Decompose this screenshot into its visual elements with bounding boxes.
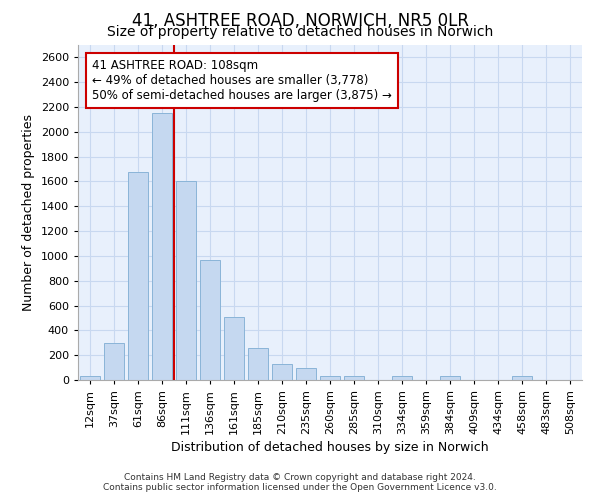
Text: Contains HM Land Registry data © Crown copyright and database right 2024.
Contai: Contains HM Land Registry data © Crown c… (103, 473, 497, 492)
Bar (248, 348, 268, 380)
Text: Size of property relative to detached houses in Norwich: Size of property relative to detached ho… (107, 25, 493, 39)
Bar (224, 316, 244, 380)
Bar (272, 364, 292, 380)
Bar (392, 376, 412, 380)
Bar (296, 368, 316, 380)
Bar (320, 376, 340, 380)
Bar (512, 376, 532, 380)
Bar (440, 376, 460, 380)
Text: 41, ASHTREE ROAD, NORWICH, NR5 0LR: 41, ASHTREE ROAD, NORWICH, NR5 0LR (131, 12, 469, 30)
Bar (200, 260, 220, 380)
Text: 41 ASHTREE ROAD: 108sqm
← 49% of detached houses are smaller (3,778)
50% of semi: 41 ASHTREE ROAD: 108sqm ← 49% of detache… (92, 58, 392, 102)
Bar (344, 376, 364, 380)
Bar (152, 113, 172, 380)
Bar (128, 172, 148, 380)
X-axis label: Distribution of detached houses by size in Norwich: Distribution of detached houses by size … (171, 441, 489, 454)
Y-axis label: Number of detached properties: Number of detached properties (22, 114, 35, 311)
Bar (176, 182, 196, 380)
Bar (104, 343, 124, 380)
Bar (80, 376, 100, 380)
